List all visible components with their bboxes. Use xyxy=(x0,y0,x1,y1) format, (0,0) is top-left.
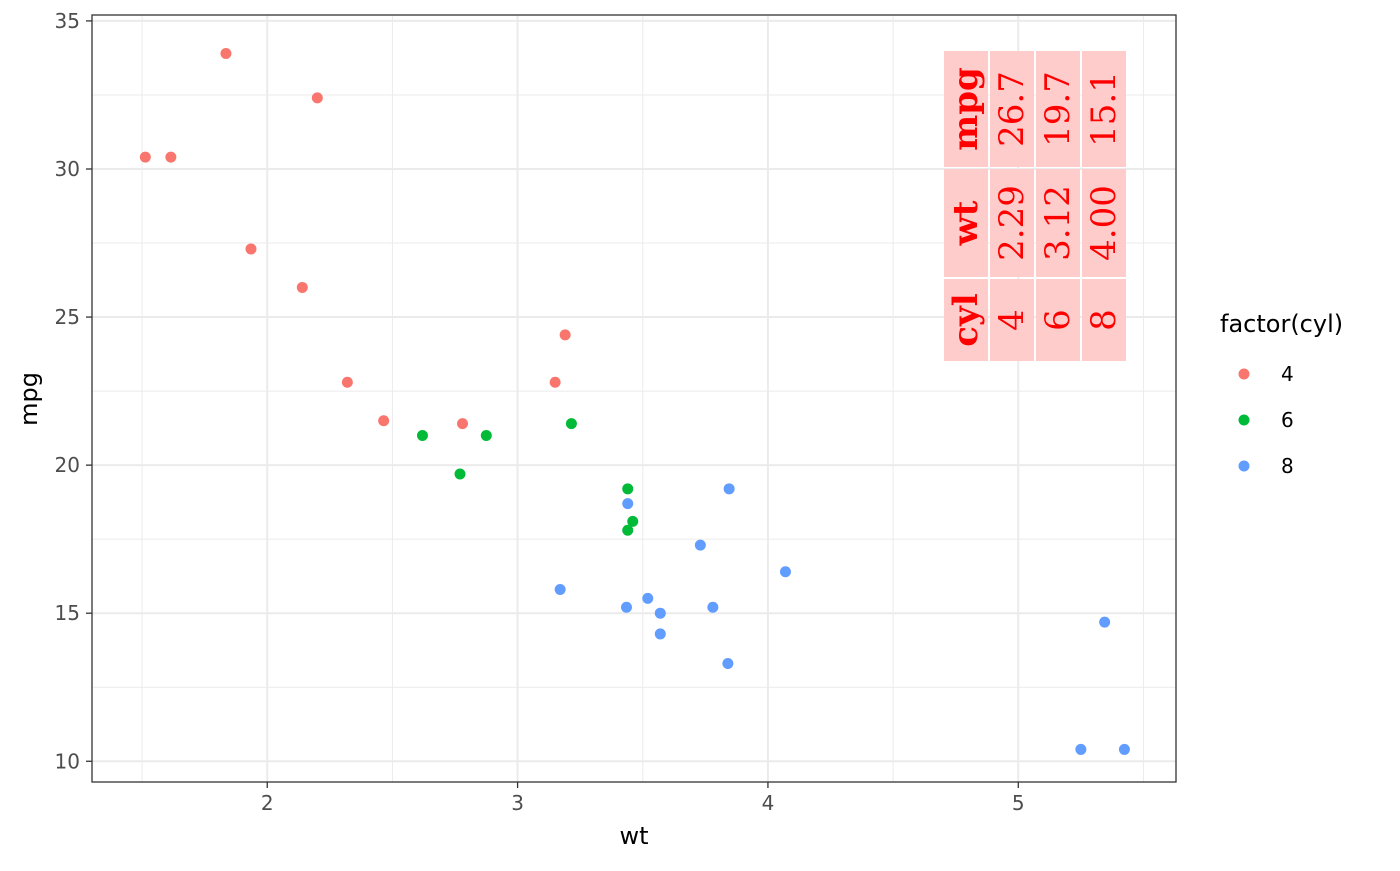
y-tick-label: 30 xyxy=(55,157,80,181)
data-point-cyl-8 xyxy=(620,601,632,613)
data-point-cyl-6 xyxy=(622,524,634,536)
table-cell xyxy=(990,51,1034,167)
data-point-cyl-4 xyxy=(457,418,469,430)
legend-title: factor(cyl) xyxy=(1220,310,1343,338)
x-tick-label: 3 xyxy=(511,791,524,815)
x-tick-label: 5 xyxy=(1012,791,1025,815)
data-point-cyl-8 xyxy=(779,566,791,578)
data-point-cyl-8 xyxy=(722,658,734,670)
y-tick-label: 25 xyxy=(55,305,80,329)
data-point-cyl-6 xyxy=(622,483,634,495)
legend: factor(cyl) 4 6 8 xyxy=(1220,310,1343,478)
table-value: 26.7 xyxy=(992,71,1032,147)
legend-key-cyl-6 xyxy=(1238,414,1250,426)
data-point-cyl-8 xyxy=(642,592,654,604)
legend-label: 8 xyxy=(1281,454,1294,478)
data-point-cyl-4 xyxy=(378,415,390,427)
table-cell xyxy=(990,169,1034,277)
data-point-cyl-6 xyxy=(454,468,466,480)
data-point-cyl-6 xyxy=(627,515,639,527)
data-point-cyl-4 xyxy=(559,329,571,341)
annotation-table: mpg 26.7 19.7 15.1 wt 2.29 3.12 4.00 cyl 4 6 8 xyxy=(944,51,1126,361)
table-cell xyxy=(944,51,988,167)
table-cell xyxy=(944,279,988,361)
table-value: 19.7 xyxy=(1038,71,1078,147)
table-row-header: mpg xyxy=(946,67,986,151)
table-value: 8 xyxy=(1084,309,1124,331)
y-tick-label: 35 xyxy=(55,9,80,33)
data-point-cyl-8 xyxy=(622,498,634,510)
data-point-cyl-8 xyxy=(694,539,706,551)
data-point-cyl-4 xyxy=(549,376,561,388)
data-point-cyl-6 xyxy=(565,418,577,430)
data-point-cyl-4 xyxy=(341,376,353,388)
table-row-header: wt xyxy=(946,200,986,246)
y-tick-label: 20 xyxy=(55,453,80,477)
legend-label: 6 xyxy=(1281,408,1294,432)
data-point-cyl-8 xyxy=(723,483,735,495)
table-cell xyxy=(1036,169,1080,277)
data-point-cyl-4 xyxy=(296,281,308,293)
legend-key-cyl-4 xyxy=(1238,368,1250,380)
table-cell xyxy=(1082,169,1126,277)
legend-key-cyl-8 xyxy=(1238,460,1250,472)
data-point-cyl-4 xyxy=(311,92,323,104)
data-point-cyl-8 xyxy=(1099,616,1111,628)
data-point-cyl-4 xyxy=(165,151,177,163)
table-value: 3.12 xyxy=(1038,185,1078,261)
data-point-cyl-4 xyxy=(245,243,257,255)
table-cell xyxy=(1082,279,1126,361)
x-axis-title: wt xyxy=(619,822,648,850)
table-cell xyxy=(1082,51,1126,167)
legend-label: 4 xyxy=(1281,362,1294,386)
panel-border xyxy=(91,14,1177,783)
table-row-header: cyl xyxy=(946,293,986,346)
table-value: 4 xyxy=(992,309,1032,331)
data-point-cyl-6 xyxy=(480,430,492,442)
data-point-cyl-8 xyxy=(554,584,566,596)
table-value: 4.00 xyxy=(1084,185,1124,261)
y-tick-label: 15 xyxy=(55,601,80,625)
data-point-cyl-8 xyxy=(654,607,666,619)
data-point-cyl-8 xyxy=(1118,743,1130,755)
axes: 2 3 4 5 10 15 20 25 30 35 xyxy=(55,9,1177,815)
data-point-cyl-8 xyxy=(707,601,719,613)
y-tick-label: 10 xyxy=(55,749,80,773)
table-cell xyxy=(1036,51,1080,167)
data-point-cyl-4 xyxy=(220,47,232,59)
data-point-cyl-6 xyxy=(416,430,428,442)
table-cell xyxy=(990,279,1034,361)
x-tick-label: 4 xyxy=(762,791,775,815)
data-point-cyl-8 xyxy=(654,628,666,640)
data-point-cyl-8 xyxy=(1075,743,1087,755)
x-tick-label: 2 xyxy=(261,791,274,815)
table-value: 15.1 xyxy=(1084,71,1124,147)
table-cell xyxy=(1036,279,1080,361)
table-value: 6 xyxy=(1038,309,1078,331)
data-point-cyl-4 xyxy=(139,151,151,163)
table-cell xyxy=(944,169,988,277)
y-axis-title: mpg xyxy=(15,372,43,426)
table-value: 2.29 xyxy=(992,185,1032,261)
